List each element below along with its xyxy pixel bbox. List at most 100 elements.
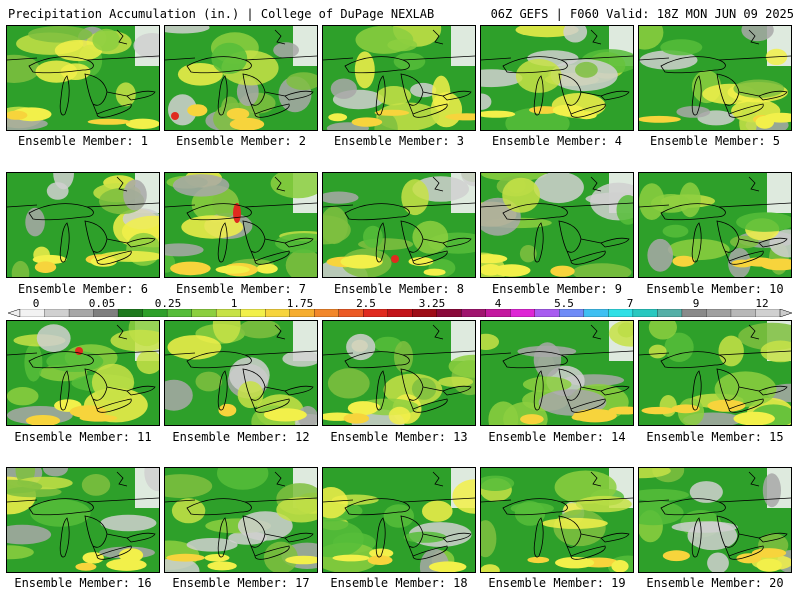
precip-map <box>7 321 159 425</box>
ensemble-panel-20 <box>638 467 792 573</box>
member-label: Ensemble Member: 17 <box>172 576 310 590</box>
member-label: Ensemble Member: 4 <box>491 134 623 148</box>
precip-map <box>639 173 791 277</box>
colorbar-segment <box>510 309 536 317</box>
colorbar-segment <box>117 309 144 317</box>
precip-map <box>481 26 633 130</box>
colorbar-segment <box>583 309 609 317</box>
precip-map <box>639 321 791 425</box>
member-label: Ensemble Member: 5 <box>649 134 781 148</box>
colorbar-segment <box>240 309 266 317</box>
colorbar-segment <box>68 309 94 317</box>
member-label: Ensemble Member: 13 <box>330 430 468 444</box>
colorbar-segment <box>632 309 658 317</box>
precip-map <box>323 321 475 425</box>
page-title: Precipitation Accumulation (in.) | Colle… <box>8 7 435 21</box>
colorbar-tick-label: 2.5 <box>356 297 376 310</box>
colorbar-segment <box>19 309 45 317</box>
colorbar-tick-label: 0.25 <box>154 297 182 310</box>
ensemble-panel-13 <box>322 320 476 426</box>
precip-map <box>481 173 633 277</box>
colorbar-tick-label: 5.5 <box>554 297 574 310</box>
colorbar-segment <box>608 309 634 317</box>
colorbar-segment <box>706 309 732 317</box>
precip-map <box>165 321 317 425</box>
precip-map <box>165 173 317 277</box>
colorbar-tick-label: 0.05 <box>88 297 116 310</box>
colorbar-segment <box>265 309 291 317</box>
colorbar-segment <box>363 309 389 317</box>
precip-map <box>323 26 475 130</box>
colorbar-segment <box>338 309 364 317</box>
ensemble-panel-10 <box>638 172 792 278</box>
colorbar-tick-label: 12 <box>755 297 769 310</box>
precip-map <box>7 26 159 130</box>
member-label: Ensemble Member: 9 <box>491 282 623 296</box>
precip-map <box>7 173 159 277</box>
colorbar-min-arrow <box>8 309 21 317</box>
ensemble-panel-19 <box>480 467 634 573</box>
colorbar-segment <box>412 309 438 317</box>
member-label: Ensemble Member: 14 <box>488 430 626 444</box>
colorbar-tick-label: 7 <box>626 297 634 310</box>
precip-map <box>639 26 791 130</box>
ensemble-panel-15 <box>638 320 792 426</box>
header: Precipitation Accumulation (in.) | Colle… <box>0 0 800 22</box>
colorbar-segment <box>534 309 560 317</box>
ensemble-panel-3 <box>322 25 476 131</box>
precip-map <box>481 468 633 572</box>
ensemble-panel-6 <box>6 172 160 278</box>
colorbar <box>8 309 792 317</box>
colorbar-segment <box>730 309 756 317</box>
colorbar-tick-label: 1.75 <box>286 297 314 310</box>
ensemble-panel-2 <box>164 25 318 131</box>
member-label: Ensemble Member: 6 <box>17 282 149 296</box>
colorbar-segment <box>142 309 168 317</box>
member-label: Ensemble Member: 7 <box>175 282 307 296</box>
ensemble-panel-17 <box>164 467 318 573</box>
colorbar-segment <box>559 309 585 317</box>
colorbar-segment <box>657 309 683 317</box>
colorbar-segment <box>44 309 70 317</box>
colorbar-tick-label: 3.25 <box>418 297 446 310</box>
colorbar-segment <box>681 309 707 317</box>
member-label: Ensemble Member: 18 <box>330 576 468 590</box>
ensemble-panel-7 <box>164 172 318 278</box>
precip-map <box>481 321 633 425</box>
precip-map <box>165 26 317 130</box>
ensemble-panel-4 <box>480 25 634 131</box>
precip-map <box>639 468 791 572</box>
run-info: 06Z GEFS | F060 Valid: 18Z MON JUN 09 20… <box>490 7 794 21</box>
colorbar-tick-label: 1 <box>230 297 238 310</box>
colorbar-segment <box>485 309 511 317</box>
precip-map <box>165 468 317 572</box>
colorbar-segment <box>314 309 340 317</box>
colorbar-segment <box>289 309 315 317</box>
colorbar-segment <box>166 309 193 317</box>
member-label: Ensemble Member: 20 <box>646 576 784 590</box>
member-label: Ensemble Member: 15 <box>646 430 784 444</box>
colorbar-tick-label: 0 <box>32 297 40 310</box>
ensemble-panel-9 <box>480 172 634 278</box>
ensemble-panel-16 <box>6 467 160 573</box>
ensemble-panel-14 <box>480 320 634 426</box>
colorbar-segment <box>93 309 119 317</box>
member-label: Ensemble Member: 16 <box>14 576 152 590</box>
member-label: Ensemble Member: 2 <box>175 134 307 148</box>
ensemble-panel-12 <box>164 320 318 426</box>
member-label: Ensemble Member: 8 <box>333 282 465 296</box>
colorbar-tick-label: 4 <box>494 297 502 310</box>
colorbar-segment <box>436 309 462 317</box>
ensemble-panel-5 <box>638 25 792 131</box>
ensemble-panel-11 <box>6 320 160 426</box>
member-label: Ensemble Member: 10 <box>646 282 784 296</box>
member-label: Ensemble Member: 3 <box>333 134 465 148</box>
member-label: Ensemble Member: 11 <box>14 430 152 444</box>
colorbar-segment <box>191 309 217 317</box>
colorbar-segment <box>387 309 413 317</box>
colorbar-segment <box>755 309 781 317</box>
ensemble-panel-18 <box>322 467 476 573</box>
colorbar-tick-label: 9 <box>692 297 700 310</box>
colorbar-segment <box>215 309 242 317</box>
colorbar-segment <box>461 309 487 317</box>
